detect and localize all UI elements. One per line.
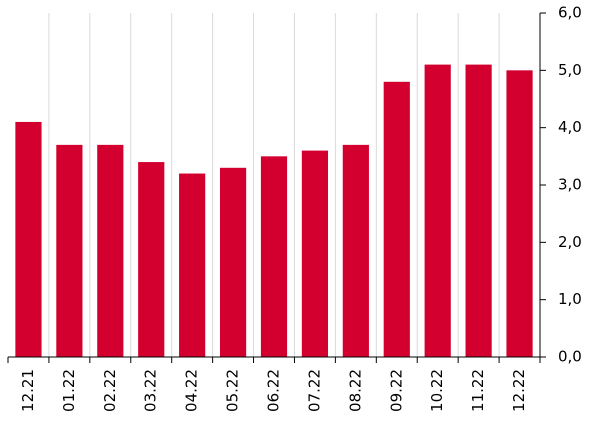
x-tick-label: 10.22	[428, 369, 446, 412]
x-tick-label: 12.21	[19, 369, 37, 412]
y-tick-label: 3,0	[558, 176, 582, 194]
x-tick-label: 12.22	[510, 369, 528, 412]
bar	[506, 70, 533, 357]
x-tick-label: 04.22	[183, 369, 201, 412]
x-tick-label: 11.22	[469, 369, 487, 412]
bar	[260, 156, 288, 357]
x-tick-label: 06.22	[265, 369, 283, 412]
bar	[383, 81, 410, 358]
y-tick-label: 6,0	[558, 4, 582, 22]
bar	[138, 162, 165, 357]
y-tick-label: 1,0	[558, 290, 582, 308]
x-tick-label: 05.22	[224, 369, 242, 412]
bar	[97, 144, 124, 357]
bar	[465, 64, 492, 357]
bar	[179, 173, 206, 357]
x-tick-label: 09.22	[387, 369, 405, 412]
y-tick-label: 4,0	[558, 118, 582, 136]
y-tick-label: 0,0	[558, 348, 582, 366]
x-tick-label: 01.22	[60, 369, 78, 412]
bar	[56, 144, 83, 357]
bar	[301, 150, 329, 357]
bar	[219, 167, 247, 357]
bar	[342, 144, 369, 357]
x-tick-label: 02.22	[101, 369, 119, 412]
bar	[15, 121, 42, 357]
y-tick-label: 5,0	[558, 61, 582, 79]
y-tick-label: 2,0	[558, 233, 582, 251]
x-tick-label: 07.22	[305, 369, 323, 412]
bar	[424, 64, 451, 357]
x-tick-label: 08.22	[346, 369, 364, 412]
x-tick-label: 03.22	[142, 369, 160, 412]
